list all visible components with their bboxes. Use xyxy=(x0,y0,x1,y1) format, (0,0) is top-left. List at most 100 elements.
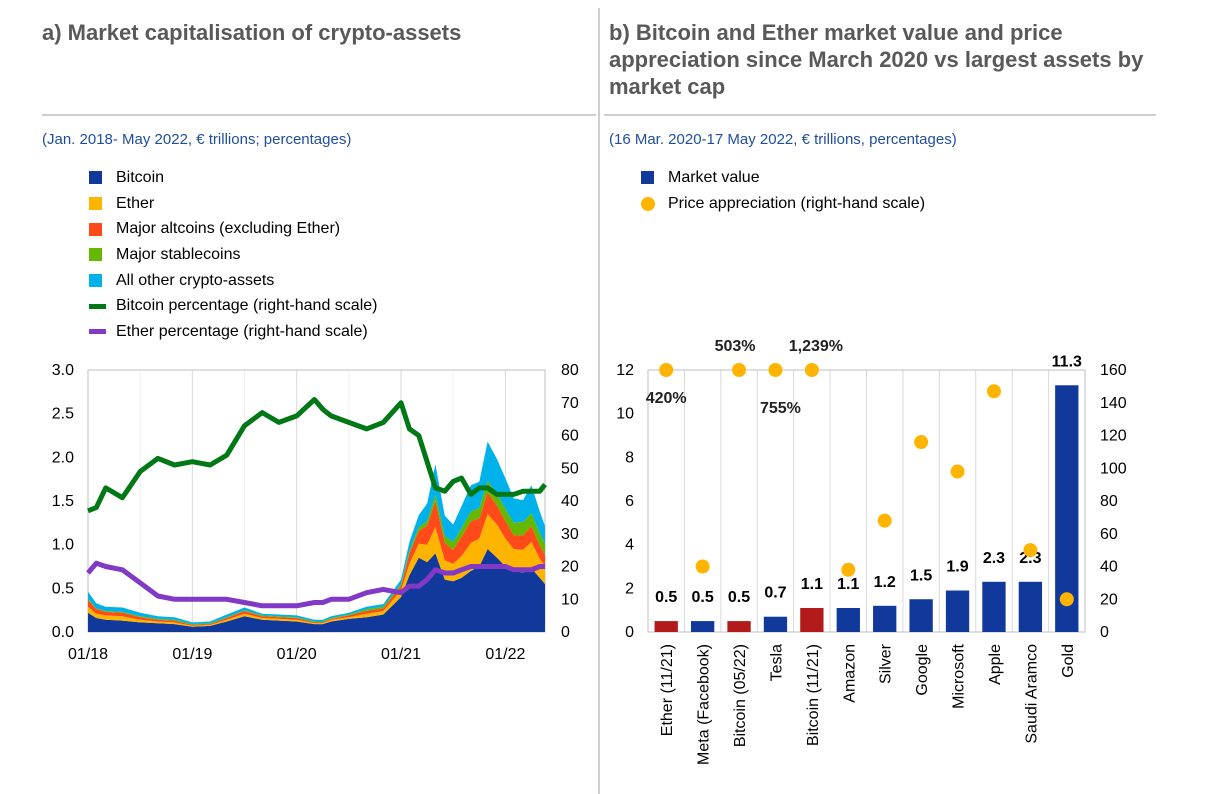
chart-b-bar xyxy=(909,599,933,632)
panel-b-legend-item: Price appreciation (right-hand scale) xyxy=(641,191,925,217)
chart-b-price-dot xyxy=(695,559,710,574)
chart-b-bar-value-label: 2.3 xyxy=(983,550,1005,567)
chart-b-y2-tick-label: 60 xyxy=(1100,526,1118,543)
chart-a-y-tick-label: 1.5 xyxy=(52,493,74,510)
chart-b-bar-value-label: 1.1 xyxy=(837,576,859,593)
chart-a-y-tick-label: 3.0 xyxy=(52,362,74,379)
chart-a-area-bitcoin xyxy=(88,549,545,632)
panel-a-legend-label: Ether percentage (right-hand scale) xyxy=(116,322,368,340)
chart-b-bar xyxy=(1018,581,1043,632)
panel-a-legend: Bitcoin Ether Major altcoins (excluding Et… xyxy=(89,165,377,345)
chart-a-y2-tick-label: 60 xyxy=(561,428,579,445)
panel-a-legend-item: Major altcoins (excluding Ether) xyxy=(89,216,377,242)
chart-a-area-all-other-crypto-assets xyxy=(88,441,545,625)
chart-a-x-tick-label: 01/20 xyxy=(277,646,317,663)
chart-b-y2-tick-label: 20 xyxy=(1100,591,1118,608)
chart-a-y2-tick-label: 20 xyxy=(561,559,579,576)
chart-b-x-tick-label: Bitcoin (11/21) xyxy=(805,644,822,746)
chart-b-y2-tick-label: 120 xyxy=(1100,428,1127,445)
chart-b-capped-label: 503% xyxy=(715,338,756,355)
chart-b-bar xyxy=(800,607,824,632)
chart-a-y2-tick-label: 10 xyxy=(561,591,579,608)
panel-a-legend-swatch xyxy=(89,248,102,262)
chart-b-bar-value-label: 11.3 xyxy=(1052,353,1082,370)
chart-a-area-major-altcoins-excluding-ether- xyxy=(88,492,545,626)
chart-a-x-tick-label: 01/21 xyxy=(381,646,421,663)
chart-b-x-tick-label: Gold xyxy=(1060,644,1077,678)
chart-b-price-dot xyxy=(768,363,783,377)
chart-a-x-tick-label: 01/22 xyxy=(485,646,525,663)
title-rule-right xyxy=(604,114,1156,116)
chart-b-bar xyxy=(873,605,897,632)
chart-b-y-tick-label: 8 xyxy=(625,449,634,466)
panel-b-subtitle: (16 Mar. 2020-17 May 2022, € trillions, … xyxy=(609,131,957,148)
chart-b-bar-value-label: 1.1 xyxy=(801,576,823,593)
chart-a-bitcoin-pct-line xyxy=(87,397,547,514)
chart-b-price-dot xyxy=(950,464,965,479)
chart-a-y2-tick-label: 80 xyxy=(561,362,579,379)
chart-b-price-dot xyxy=(732,363,747,377)
chart-a-x-tick-label: 01/19 xyxy=(172,646,212,663)
chart-a-ether-pct-line xyxy=(86,560,545,609)
chart-b-y-tick-label: 12 xyxy=(616,362,634,379)
chart-b-bar xyxy=(1055,385,1079,632)
panel-a-legend-label: All other crypto-assets xyxy=(116,271,275,289)
chart-b-y2-tick-label: 140 xyxy=(1100,395,1127,412)
chart-b-x-tick-label: Meta (Facebook) xyxy=(696,644,713,765)
panel-a-legend-item: Ether percentage (right-hand scale) xyxy=(89,319,377,345)
panel-a-subtitle: (Jan. 2018- May 2022, € trillions; perce… xyxy=(42,131,352,148)
panel-a-title: a) Market capitalisation of crypto-asset… xyxy=(42,20,462,45)
chart-b-capped-label: 420% xyxy=(646,390,687,407)
panel-b-legend-swatch xyxy=(641,196,655,211)
chart-b-price-dot xyxy=(804,363,819,377)
chart-b-capped-label: 755% xyxy=(760,400,801,417)
chart-b-bar-value-label: 0.5 xyxy=(692,589,714,606)
panel-a-legend-label: Bitcoin percentage (right-hand scale) xyxy=(116,297,378,315)
panel-a-legend-item: Ether xyxy=(89,191,377,217)
chart-b-price-dot xyxy=(877,513,892,528)
chart-b-bar-value-label: 1.9 xyxy=(946,559,968,576)
chart-b-x-tick-label: Microsoft xyxy=(951,643,968,708)
panel-a-legend-swatch xyxy=(89,197,102,211)
chart-b-y-tick-label: 4 xyxy=(625,537,634,554)
chart-b-price-dot xyxy=(659,363,674,377)
chart-b-y-tick-label: 6 xyxy=(625,493,634,510)
panel-a-legend-swatch xyxy=(89,171,102,185)
chart-a-y2-tick-label: 50 xyxy=(561,460,579,477)
chart-b-bar-value-label: 1.5 xyxy=(910,567,932,584)
chart-b-y2-tick-label: 160 xyxy=(1100,362,1127,379)
panel-a-legend-swatch xyxy=(89,222,102,236)
panel-b-legend-label: Price appreciation (right-hand scale) xyxy=(668,194,926,212)
chart-a-y2-tick-label: 30 xyxy=(561,526,579,543)
chart-b-x-tick-label: Bitcoin (05/22) xyxy=(732,644,749,747)
chart-b-bar-value-label: 0.7 xyxy=(764,585,786,602)
panel-a-legend-item: Major stablecoins xyxy=(89,242,377,268)
chart-b-bar xyxy=(690,621,715,632)
panel-a-legend-label: Major stablecoins xyxy=(116,245,241,263)
chart-b-bar xyxy=(945,590,970,632)
chart-b-y-tick-label: 2 xyxy=(625,580,634,597)
chart-b-bar-value-label: 0.5 xyxy=(728,589,750,606)
chart-b-x-tick-label: Google xyxy=(914,644,931,696)
chart-b-bar xyxy=(654,621,678,632)
chart-a-y2-tick-label: 40 xyxy=(561,493,579,510)
panel-a-legend-item: Bitcoin percentage (right-hand scale) xyxy=(89,293,377,319)
chart-a-y-tick-label: 0.0 xyxy=(52,624,74,641)
title-rule-left xyxy=(42,114,596,116)
chart-a-y2-tick-label: 0 xyxy=(561,624,570,641)
chart-b-bar-value-label: 1.2 xyxy=(874,574,896,591)
panel-b-legend-swatch xyxy=(641,171,654,185)
panel-a-legend-swatch xyxy=(89,274,102,288)
chart-b-bar xyxy=(763,616,788,632)
chart-b-y-tick-label: 0 xyxy=(625,624,634,641)
chart-b-price-dot xyxy=(914,435,929,450)
panel-a-legend-item: All other crypto-assets xyxy=(89,268,377,294)
chart-b-capped-label: 1,239% xyxy=(789,338,843,355)
panel-a-legend-swatch xyxy=(89,303,106,309)
chart-b-x-tick-label: Amazon xyxy=(841,644,858,703)
chart-b-x-tick-label: Tesla xyxy=(769,644,786,681)
chart-b-bar xyxy=(836,607,860,632)
chart-b-bar xyxy=(982,581,1006,632)
chart-a-y-tick-label: 0.5 xyxy=(52,580,74,597)
